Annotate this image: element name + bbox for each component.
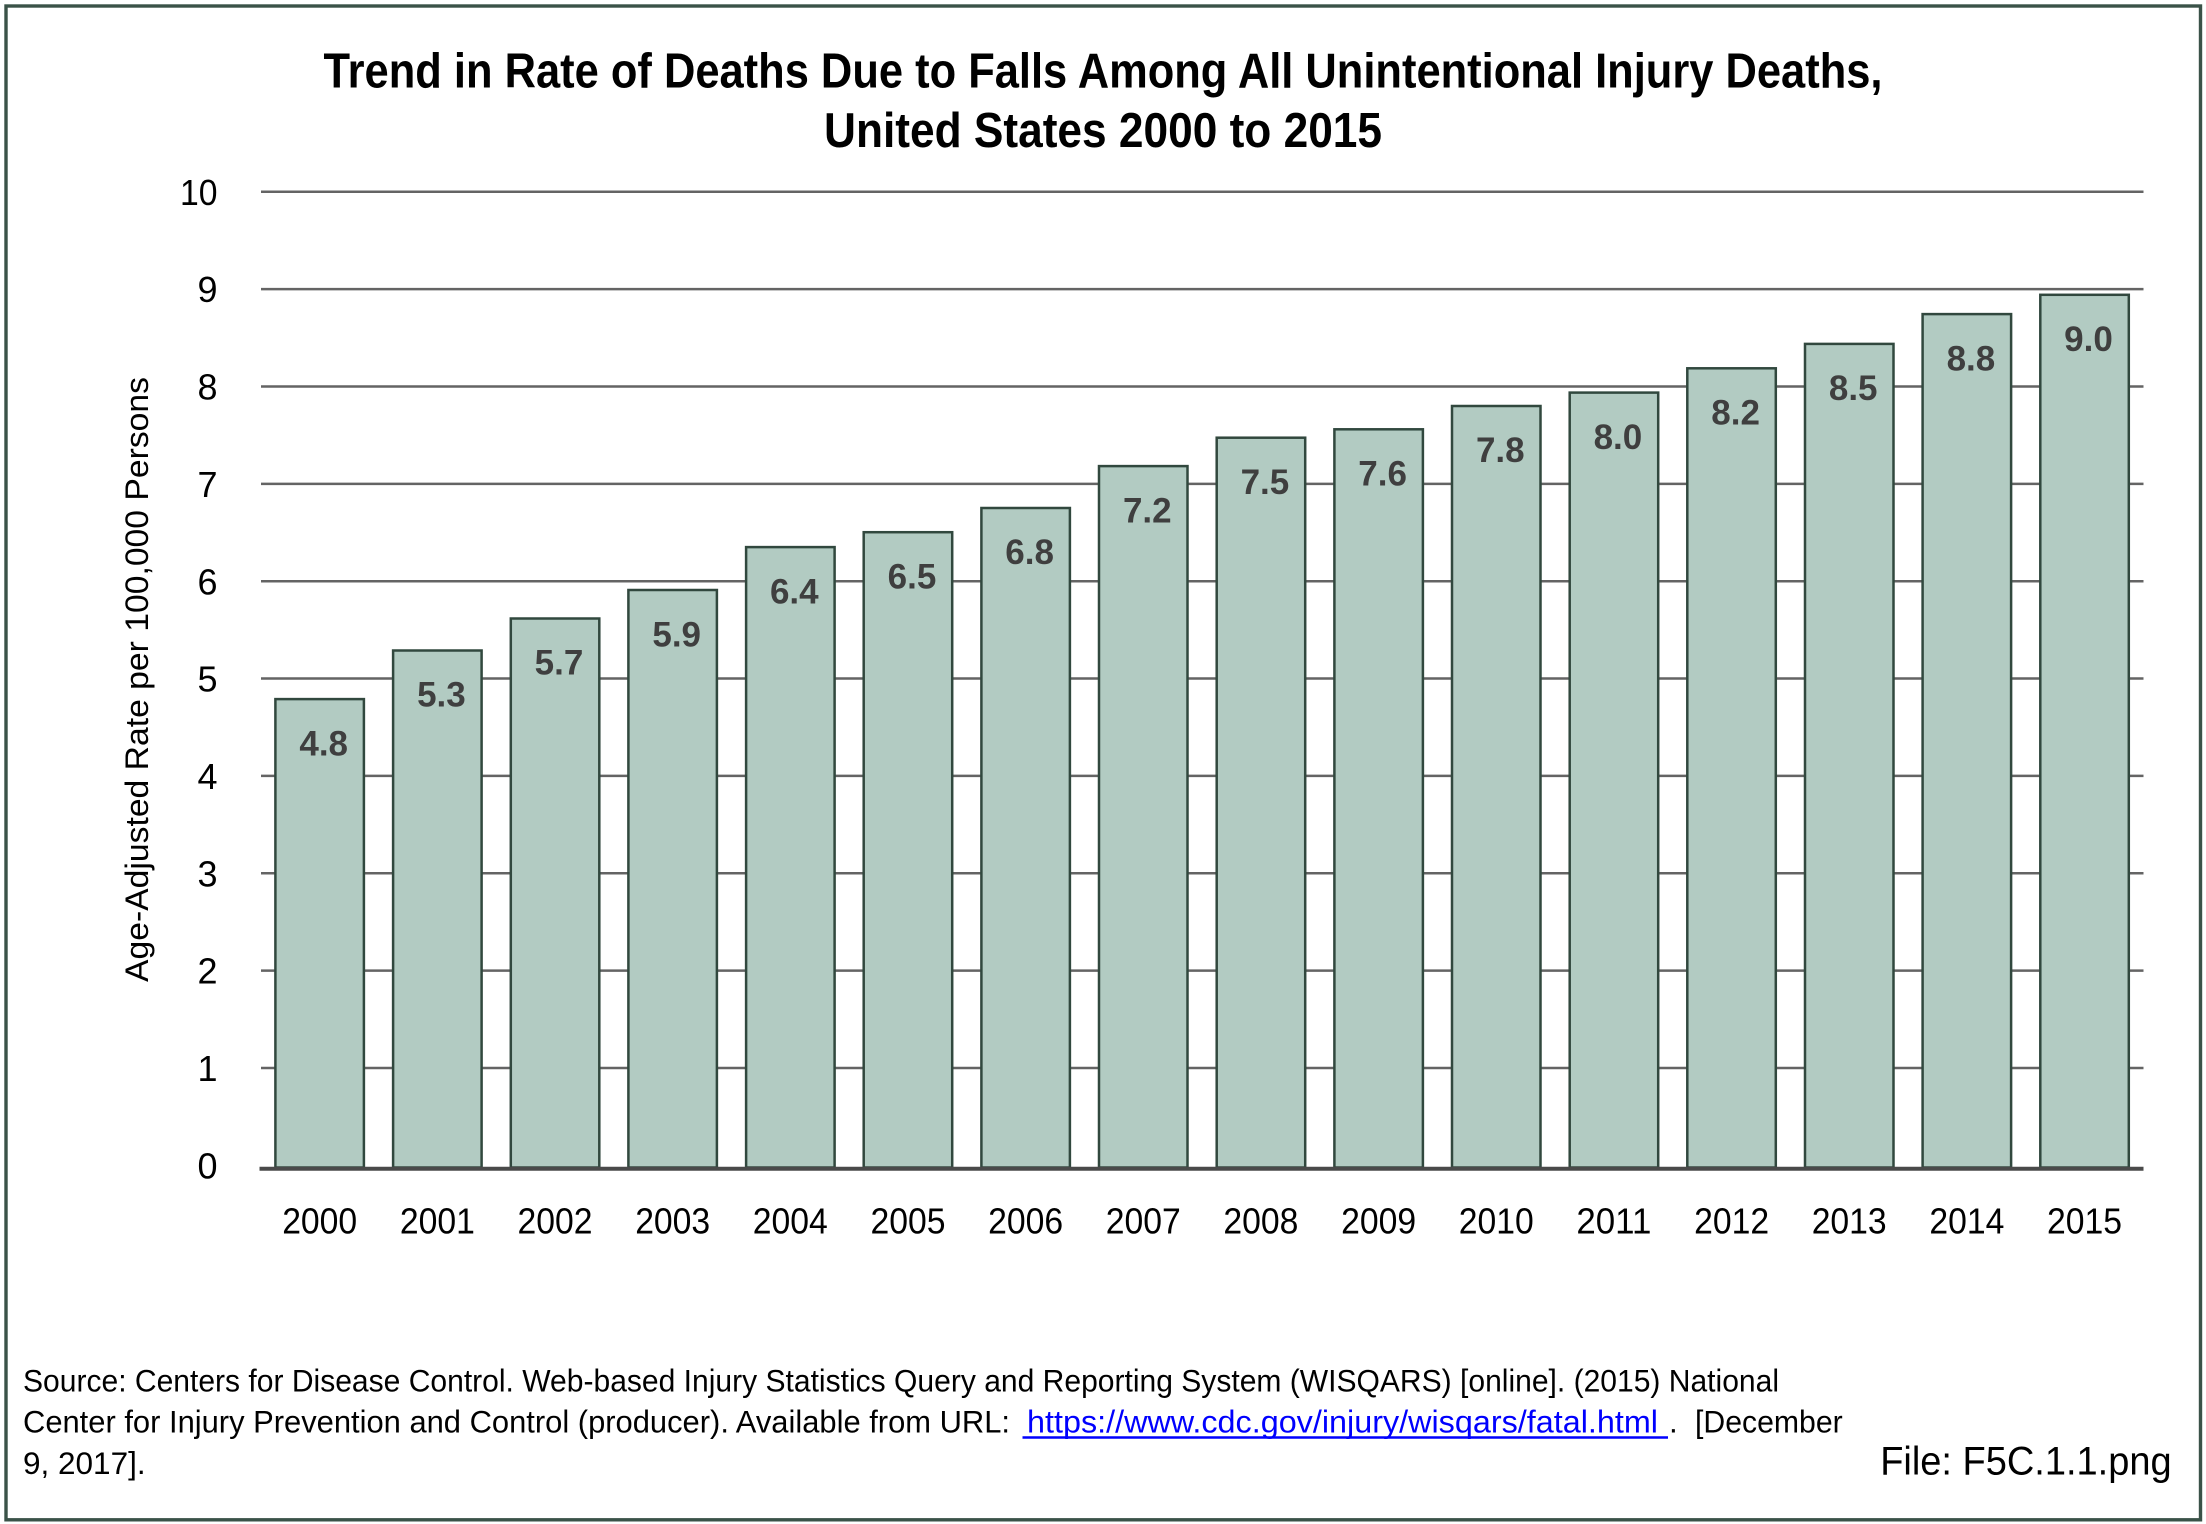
svg-text:5.9: 5.9	[652, 615, 701, 654]
svg-text:8.0: 8.0	[1594, 418, 1643, 457]
svg-text:Center for Injury Prevention a: Center for Injury Prevention and Control…	[23, 1404, 1010, 1440]
svg-text:0: 0	[197, 1145, 217, 1186]
svg-text:5.3: 5.3	[417, 676, 466, 715]
svg-text:6.4: 6.4	[770, 572, 819, 611]
svg-text:7.2: 7.2	[1123, 491, 1172, 530]
svg-text:2009: 2009	[1341, 1201, 1416, 1242]
svg-text:2000: 2000	[282, 1201, 357, 1242]
svg-text:2008: 2008	[1223, 1201, 1298, 1242]
svg-text:2002: 2002	[518, 1201, 593, 1242]
svg-text:8.5: 8.5	[1829, 369, 1878, 408]
svg-text:Trend in Rate of Deaths Due to: Trend in Rate of Deaths Due to Falls Amo…	[324, 44, 1883, 98]
svg-text:2: 2	[197, 951, 217, 992]
svg-text:https://www.cdc.gov/injury/wis: https://www.cdc.gov/injury/wisqars/fatal…	[1027, 1404, 1658, 1440]
svg-text:.: .	[1669, 1404, 1678, 1440]
svg-text:1: 1	[197, 1048, 217, 1089]
svg-text:2011: 2011	[1576, 1201, 1651, 1242]
svg-text:4.8: 4.8	[299, 724, 348, 763]
svg-text:8.8: 8.8	[1947, 339, 1996, 378]
svg-text:5.7: 5.7	[535, 644, 584, 683]
svg-text:2010: 2010	[1459, 1201, 1534, 1242]
svg-text:10: 10	[180, 172, 218, 213]
svg-text:7: 7	[197, 464, 217, 505]
svg-text:6: 6	[197, 561, 217, 602]
svg-text:2014: 2014	[1929, 1201, 2004, 1242]
svg-text:7.5: 7.5	[1241, 463, 1290, 502]
svg-text:3: 3	[197, 853, 217, 894]
svg-text:2012: 2012	[1694, 1201, 1769, 1242]
svg-text:File: F5C.1.1.png: File: F5C.1.1.png	[1880, 1439, 2171, 1483]
svg-text:5: 5	[197, 659, 217, 700]
svg-text:6.5: 6.5	[888, 558, 937, 597]
svg-text:4: 4	[197, 756, 217, 797]
svg-text:2015: 2015	[2047, 1201, 2122, 1242]
svg-text:Source: Centers for Disease Co: Source: Centers for Disease Control. Web…	[23, 1362, 1779, 1398]
svg-text:6.8: 6.8	[1005, 533, 1054, 572]
svg-text:8.2: 8.2	[1711, 394, 1760, 433]
svg-text:2013: 2013	[1812, 1201, 1887, 1242]
svg-text:9: 9	[197, 269, 217, 310]
svg-text:9, 2017].: 9, 2017].	[23, 1445, 146, 1481]
svg-text:2006: 2006	[988, 1201, 1063, 1242]
svg-text:7.6: 7.6	[1358, 455, 1407, 494]
svg-text:8: 8	[197, 367, 217, 408]
svg-text:2005: 2005	[871, 1201, 946, 1242]
svg-text:Age-Adjusted Rate per 100,000: Age-Adjusted Rate per 100,000 Persons	[119, 377, 155, 982]
svg-text:United States 2000 to 2015: United States 2000 to 2015	[824, 104, 1382, 158]
svg-text:2004: 2004	[753, 1201, 828, 1242]
svg-text:2003: 2003	[635, 1201, 710, 1242]
svg-text:7.8: 7.8	[1476, 431, 1525, 470]
svg-text:2001: 2001	[400, 1201, 475, 1242]
svg-text:9.0: 9.0	[2064, 320, 2113, 359]
svg-text:2007: 2007	[1106, 1201, 1181, 1242]
svg-text:[December: [December	[1695, 1404, 1843, 1440]
